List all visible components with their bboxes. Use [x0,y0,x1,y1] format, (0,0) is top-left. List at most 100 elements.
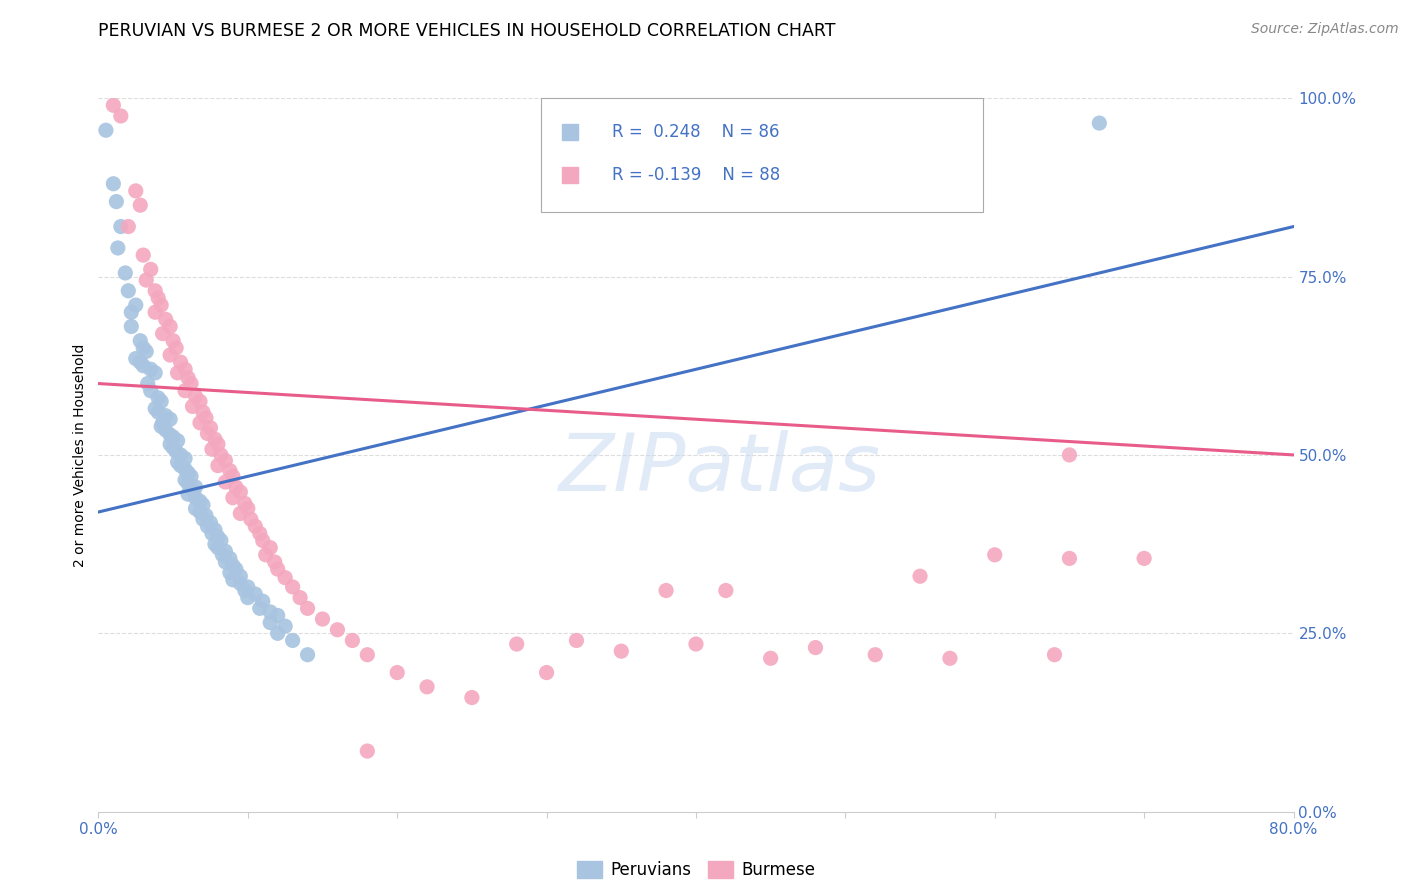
Point [169,458,191,473]
Point [159,428,181,442]
Point [655,583,678,598]
Point [385,665,409,680]
Point [120,319,142,334]
Point [114,266,136,280]
Point [155,423,177,437]
Point [356,744,378,758]
Point [233,496,256,510]
Point [159,319,181,334]
Point [416,680,439,694]
Point [150,419,173,434]
Point [152,416,174,430]
Point [177,371,200,385]
Point [201,442,224,457]
Point [159,348,181,362]
Point [939,651,962,665]
Point [184,501,207,516]
Point [135,344,157,359]
Point [461,690,484,705]
Point [132,359,155,373]
Point [506,637,529,651]
Point [150,394,173,409]
Text: R = -0.139    N = 88: R = -0.139 N = 88 [613,166,780,184]
Point [184,389,207,403]
Point [908,569,931,583]
Point [150,298,173,312]
Point [195,410,218,425]
Point [714,583,737,598]
Point [267,626,290,640]
Point [565,633,588,648]
Point [1133,551,1156,566]
Point [125,184,148,198]
Point [236,501,259,516]
Point [281,580,304,594]
Point [219,551,242,566]
Point [166,455,188,469]
Point [166,434,188,448]
Point [191,405,214,419]
Point [177,476,200,491]
Point [125,298,148,312]
Point [143,366,166,380]
Point [222,573,245,587]
Point [159,412,181,426]
Point [536,665,558,680]
Point [166,366,188,380]
Point [105,194,128,209]
Point [184,480,207,494]
Point [259,605,281,619]
Point [297,648,319,662]
Point [249,601,271,615]
FancyBboxPatch shape [540,98,983,212]
Point [152,326,174,341]
Point [197,426,219,441]
Point [252,594,274,608]
Point [188,494,211,508]
Point [245,587,267,601]
Point [162,430,184,444]
Point [225,480,247,494]
Point [274,619,297,633]
Point [165,444,187,458]
Point [165,341,187,355]
Point [174,473,197,487]
Point [326,623,349,637]
Point [129,198,152,212]
Point [200,421,222,435]
Point [1059,448,1081,462]
Point [197,519,219,533]
Text: PERUVIAN VS BURMESE 2 OR MORE VEHICLES IN HOUSEHOLD CORRELATION CHART: PERUVIAN VS BURMESE 2 OR MORE VEHICLES I… [98,22,837,40]
Point [162,334,184,348]
Point [132,341,155,355]
Point [222,558,245,573]
Point [245,519,267,533]
Point [103,177,125,191]
Point [188,416,211,430]
Point [135,273,157,287]
Point [214,544,236,558]
Point [136,376,159,391]
Point [249,526,271,541]
Point [214,475,236,489]
Point [259,615,281,630]
Point [288,591,311,605]
Point [110,109,132,123]
Text: ZIPatlas: ZIPatlas [558,430,882,508]
Point [236,591,259,605]
Point [174,462,197,476]
Point [129,334,152,348]
Point [267,562,290,576]
Point [148,291,170,305]
Point [209,533,232,548]
Point [214,453,236,467]
Point [281,633,304,648]
Point [259,541,281,555]
Text: Source: ZipAtlas.com: Source: ZipAtlas.com [1251,22,1399,37]
Point [143,284,166,298]
Point [865,648,887,662]
Point [117,219,139,234]
Point [174,384,197,398]
Point [143,305,166,319]
Point [174,451,197,466]
